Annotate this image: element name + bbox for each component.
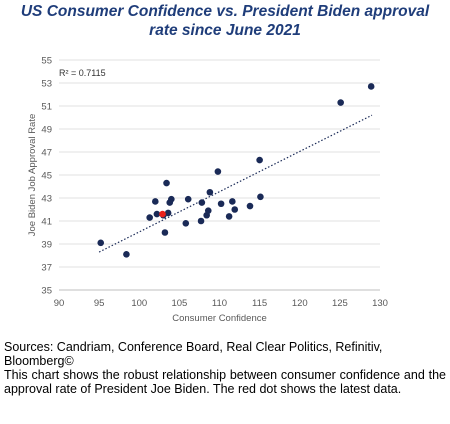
x-tick-label: 90 xyxy=(54,298,65,309)
scatter-chart: 35 37 39 41 43 45 47 49 51 53 55 90 95 100 105 110 115 1… xyxy=(27,56,388,325)
data-point xyxy=(256,156,263,164)
y-axis-ticks: 35 37 39 41 43 45 47 49 51 53 55 xyxy=(41,56,52,297)
data-point xyxy=(182,220,190,227)
y-tick-label: 53 xyxy=(41,79,52,90)
data-point xyxy=(217,200,225,208)
x-tick-label: 100 xyxy=(131,298,147,309)
x-tick-label: 95 xyxy=(94,298,105,309)
data-point xyxy=(225,213,233,220)
data-point xyxy=(184,195,192,203)
y-tick-label: 47 xyxy=(41,148,52,159)
data-point xyxy=(214,168,222,175)
caption-sources: Sources: Candriam, Conference Board, Rea… xyxy=(4,340,383,368)
x-tick-label: 125 xyxy=(332,298,348,309)
data-point xyxy=(257,193,264,201)
data-point xyxy=(246,202,254,210)
y-tick-label: 55 xyxy=(41,56,52,67)
chart-title-line-1: US Consumer Confidence vs. President Bid… xyxy=(20,3,430,20)
x-tick-label: 115 xyxy=(252,298,267,309)
data-point xyxy=(229,198,236,205)
x-axis-label: Consumer Confidence xyxy=(172,313,267,324)
data-point xyxy=(153,210,161,218)
y-tick-label: 49 xyxy=(41,125,52,136)
chart-title: US Consumer Confidence vs. President Bid… xyxy=(0,2,450,40)
y-tick-label: 37 xyxy=(41,263,52,274)
data-point xyxy=(161,229,169,236)
data-point xyxy=(206,188,214,196)
data-point xyxy=(152,198,159,205)
y-tick-label: 45 xyxy=(41,171,52,182)
data-point xyxy=(367,83,375,90)
data-point xyxy=(197,217,205,225)
data-point xyxy=(198,199,206,206)
data-point xyxy=(123,251,130,258)
chart-title-line-2: rate since June 2021 xyxy=(149,22,301,39)
trendline xyxy=(98,114,373,253)
data-point xyxy=(97,239,105,247)
data-point xyxy=(164,209,172,217)
data-point xyxy=(163,179,170,187)
data-point xyxy=(204,207,212,214)
x-axis-ticks: 90 95 100 105 110 115 120 125 130 xyxy=(54,298,388,309)
y-tick-label: 35 xyxy=(41,286,52,297)
y-tick-label: 43 xyxy=(41,194,52,205)
x-tick-label: 130 xyxy=(372,298,388,309)
y-axis-label: Joe Biden Job Approval Rate xyxy=(27,114,38,237)
y-tick-label: 41 xyxy=(41,217,52,228)
x-tick-label: 110 xyxy=(212,298,227,309)
data-point xyxy=(231,206,239,213)
x-tick-label: 120 xyxy=(292,298,308,309)
x-tick-label: 105 xyxy=(171,298,187,309)
data-points xyxy=(97,83,375,258)
r-squared-annotation: R² = 0.7115 xyxy=(59,68,106,78)
gridlines xyxy=(59,59,380,291)
caption-description: This chart shows the robust relationship… xyxy=(4,368,446,396)
latest-data-point xyxy=(159,210,166,218)
data-point xyxy=(168,195,175,203)
y-tick-label: 51 xyxy=(41,102,52,113)
y-tick-label: 39 xyxy=(41,240,52,251)
data-point xyxy=(337,99,344,106)
caption: Sources: Candriam, Conference Board, Rea… xyxy=(4,340,446,396)
data-point xyxy=(146,214,153,221)
